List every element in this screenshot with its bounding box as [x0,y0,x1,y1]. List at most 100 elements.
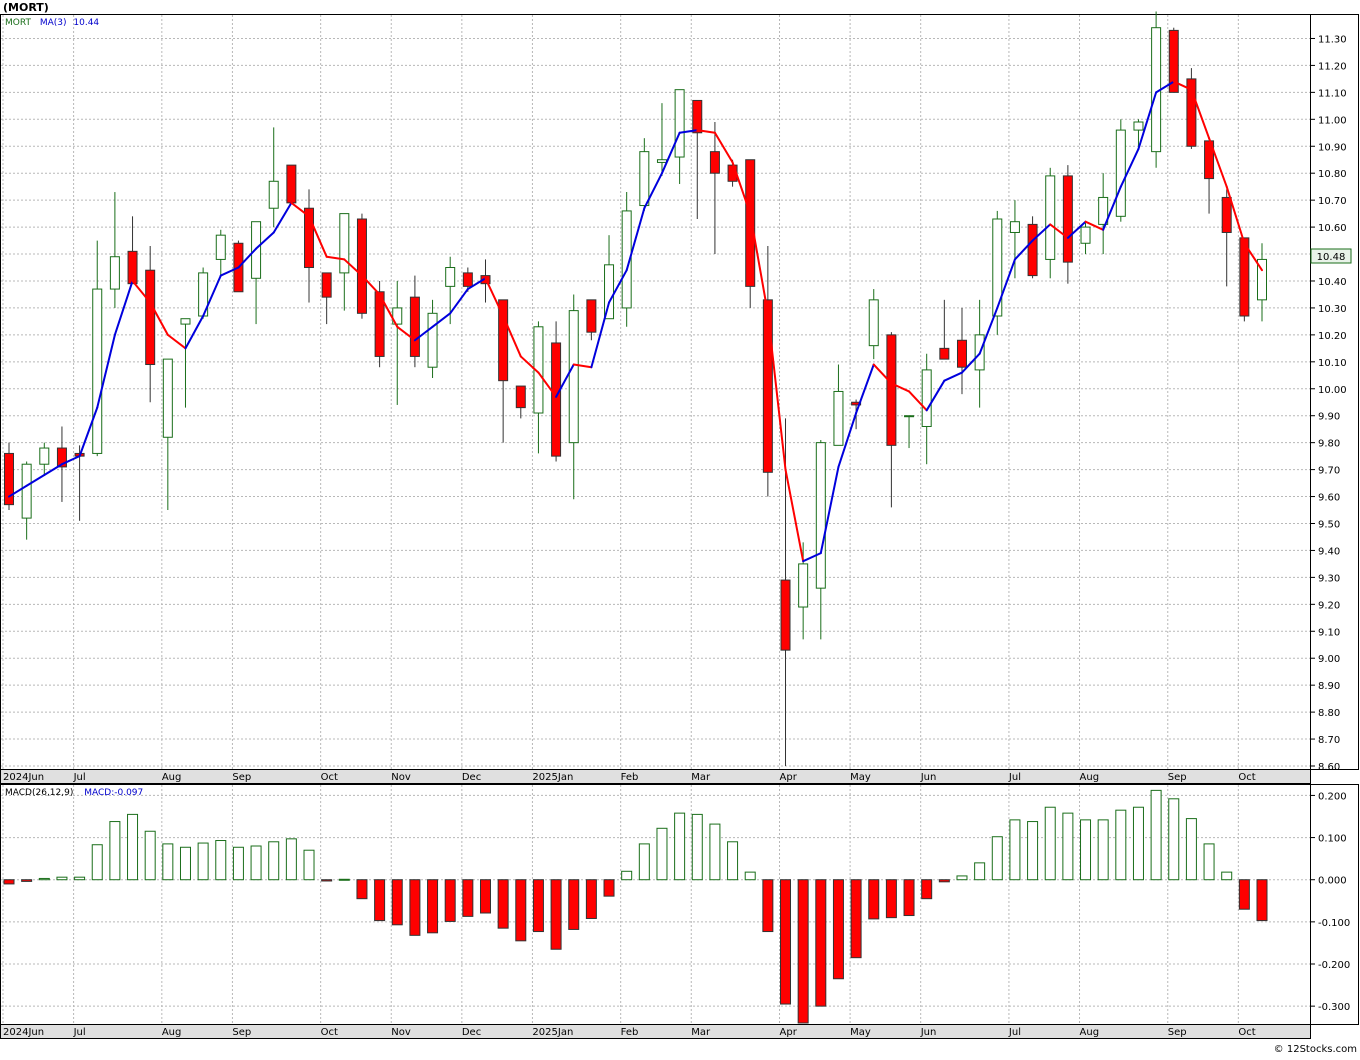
macd-bar-negative [356,879,368,900]
macd-bar-positive [338,878,350,881]
price-ytick-label: 8.60 [1318,762,1340,773]
macd-bar-positive [285,838,297,881]
ma-segment [678,129,699,134]
candle-up [533,326,544,414]
legend-ma-label: MA(3) [40,18,67,28]
macd-bar-negative [462,879,474,917]
ma-segment [290,201,311,218]
macd-bar-negative [1256,879,1268,922]
price-ytick-label: 10.40 [1318,277,1347,288]
macd-bar-negative [938,879,950,883]
ma-segment [96,333,116,409]
ma-segment [1031,223,1052,242]
candle-up [268,180,279,209]
macd-legend-value: MACD:-0.097 [84,788,143,798]
ma-segment [872,363,893,385]
macd-bar-positive [1168,798,1180,881]
ma-segment [502,315,522,358]
ma-segment [837,412,858,468]
x-axis-label-macd: Jun [920,1027,937,1038]
candle-down [127,250,138,285]
ma-segment [484,277,505,318]
x-axis-label-macd: 2025Jan [532,1027,573,1038]
macd-bar-negative [374,879,386,922]
x-axis-label-macd: Feb [621,1027,639,1038]
x-axis-label-macd: Aug [162,1027,182,1038]
ma-segment [802,552,822,563]
candle-down [886,334,897,446]
macd-bar-negative [497,879,509,929]
macd-bar-positive [709,823,721,881]
macd-bar-positive [991,836,1003,881]
candle-down [956,339,967,368]
candle-down [356,218,367,314]
x-axis-label: Mar [691,772,711,783]
candle-up [180,318,191,325]
macd-bar-negative [868,879,880,920]
ma-segment [696,129,716,134]
candle-down [374,291,385,357]
ma-segment [590,301,611,369]
ma-segment [1155,80,1175,94]
macd-bar-positive [215,840,227,881]
macd-legend-label: MACD(26,12,9) [5,788,73,798]
ma-segment [1102,185,1122,231]
candle-down [1168,29,1179,93]
ma-segment [1084,220,1105,231]
price-ytick-label: 9.50 [1318,519,1340,530]
ma-segment [184,315,205,350]
price-panel-frame [0,14,1311,770]
axes: 8.60 8.70 8.80 8.90 9.00 9.10 9.20 9.30 9.40 9.50… [3,34,1350,1038]
macd-bar-positive [56,876,68,881]
candle-up [1115,129,1126,217]
ma-segment [60,455,81,466]
macd-marks [3,789,1268,1024]
ma-segment [131,279,152,304]
macd-bar-positive [1132,806,1144,881]
x-axis-label-macd: Jul [1008,1027,1021,1038]
macd-bar-positive [127,813,139,881]
macd-bar-positive [674,812,686,881]
candle-up [1098,196,1109,225]
macd-yaxis-area [1310,784,1359,1025]
ma-segment [308,215,328,258]
x-axis-label-macd: May [850,1027,871,1038]
candle-up [568,310,579,444]
x-axis-label: Sep [232,772,251,783]
price-ytick-label: 10.20 [1318,331,1347,342]
price-ytick-label: 9.60 [1318,493,1340,504]
macd-bar-negative [391,879,403,926]
ma-segment [555,363,575,398]
candle-up [39,447,50,465]
candle-down [762,299,773,473]
ma-segment [149,301,169,336]
ma-segment [1066,220,1087,239]
ma-segment [960,352,981,374]
x-axis-label-macd: Oct [1238,1027,1255,1038]
price-legend: MORT MA(3) 10.44 [5,18,99,28]
ma-segment [1137,91,1158,150]
price-ytick-label: 10.10 [1318,358,1347,369]
price-ytick-label: 10.00 [1318,385,1347,396]
ma-segment [219,266,240,277]
ma-segment [343,258,363,277]
ma-segment [272,201,293,234]
ma-line [8,80,1263,563]
candle-down [1221,196,1232,233]
macd-bar-positive [1027,821,1039,881]
x-axis-label: May [850,772,871,783]
ma-segment [519,355,540,374]
macd-bar-positive [1044,806,1056,881]
price-marks [4,11,1267,766]
macd-bar-negative [832,879,844,980]
candle-down [692,99,703,134]
price-ytick-label: 9.20 [1318,600,1340,611]
ma-segment [855,363,875,415]
candle-up [427,312,438,368]
macd-bar-negative [1238,879,1250,910]
ma-segment [713,131,734,164]
candle-up [604,264,615,320]
macd-bar-positive [1185,818,1197,881]
macd-bar-negative [321,879,333,882]
